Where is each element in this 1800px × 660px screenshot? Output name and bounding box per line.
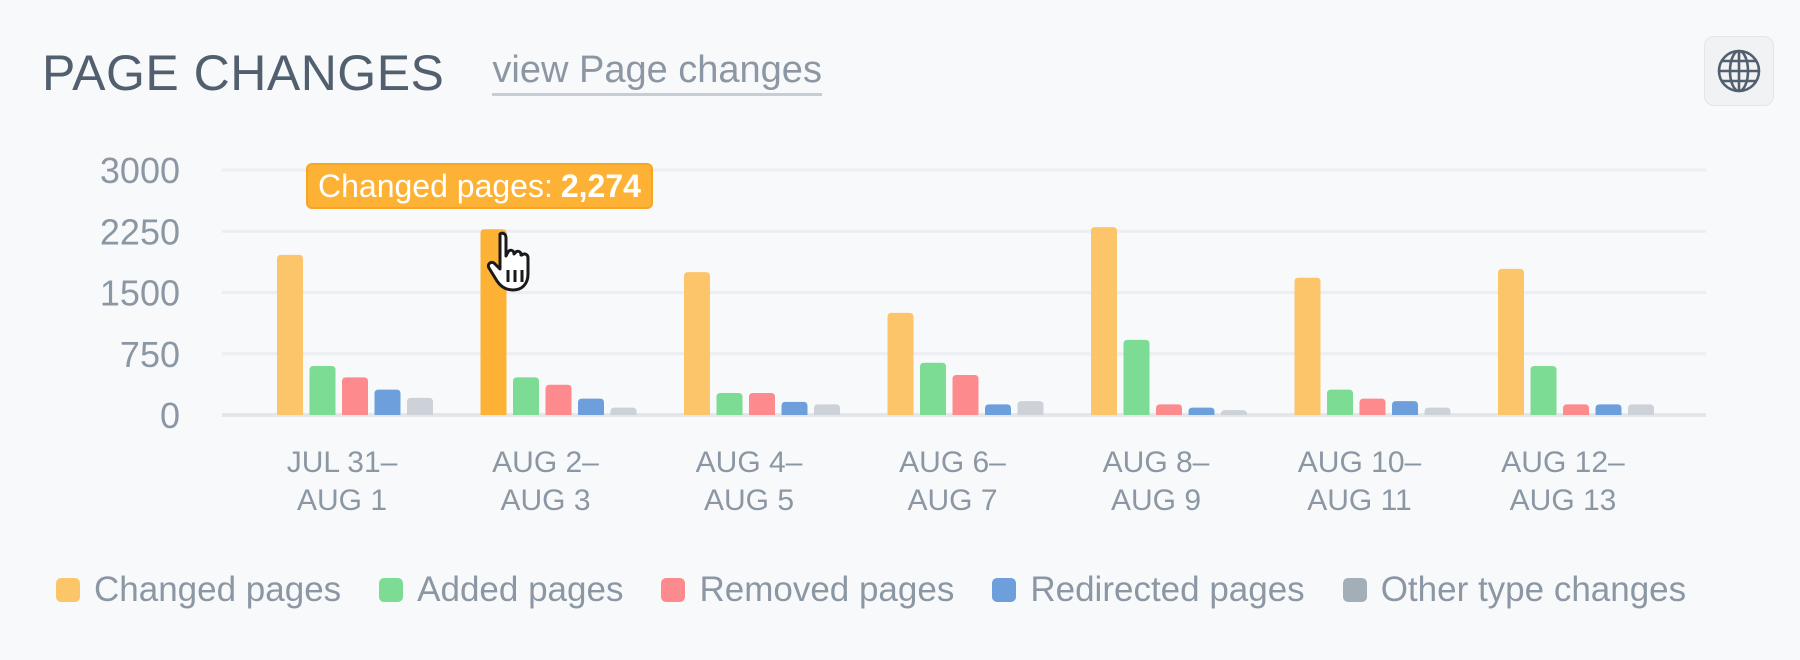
bar-removed-pages-4[interactable] [1156, 404, 1182, 415]
legend-label-removed: Removed pages [699, 570, 955, 609]
bar-other-type-changes-2[interactable] [814, 404, 840, 415]
x-tick-label: AUG 7 [907, 484, 997, 517]
legend-swatch-redirected [992, 578, 1017, 602]
legend-label-changed: Changed pages [94, 570, 342, 609]
bar-removed-pages-2[interactable] [749, 392, 775, 415]
bar-removed-pages-5[interactable] [1359, 398, 1386, 415]
tooltip-label: Changed pages: [318, 167, 553, 204]
bar-redirected-pages-0[interactable] [374, 389, 401, 415]
legend-item-added[interactable]: Added pages [379, 570, 623, 610]
x-tick-label: JUL 31– [287, 446, 398, 479]
legend-swatch-removed [661, 578, 686, 602]
x-tick-label: AUG 1 [297, 484, 387, 517]
x-tick-label: AUG 3 [500, 484, 590, 517]
bar-other-type-changes-0[interactable] [407, 397, 433, 415]
bar-redirected-pages-1[interactable] [578, 398, 604, 415]
bar-changed-pages-4[interactable] [1091, 227, 1117, 415]
x-tick-label: AUG 5 [704, 484, 794, 517]
bar-chart: 0 750 1500 2250 3000 JUL 31– AUG 1 AUG 2– AUG 3… [100, 150, 1706, 517]
legend-label-other: Other type changes [1380, 570, 1687, 609]
y-tick-label: 3000 [100, 150, 180, 191]
bar-removed-pages-6[interactable] [1563, 404, 1589, 415]
bar-redirected-pages-3[interactable] [985, 404, 1011, 415]
x-tick-label: AUG 10– [1298, 446, 1422, 479]
y-tick-label: 1500 [100, 273, 180, 314]
bar-added-pages-5[interactable] [1327, 389, 1353, 415]
legend-label-redirected: Redirected pages [1030, 570, 1305, 609]
bar-other-type-changes-5[interactable] [1424, 407, 1451, 415]
bar-redirected-pages-4[interactable] [1188, 407, 1215, 415]
legend-item-other[interactable]: Other type changes [1342, 570, 1687, 610]
bar-added-pages-6[interactable] [1530, 366, 1557, 415]
bar-removed-pages-0[interactable] [342, 377, 368, 415]
chart-legend: Changed pages Added pages Removed pages … [56, 566, 1686, 614]
hand-pointer-icon [486, 231, 530, 292]
globe-button[interactable] [1704, 36, 1774, 106]
globe-icon [1717, 49, 1761, 93]
bar-changed-pages-5[interactable] [1294, 277, 1321, 415]
x-tick-label: AUG 8– [1103, 446, 1210, 479]
legend-item-redirected[interactable]: Redirected pages [992, 570, 1305, 610]
bar-changed-pages-3[interactable] [887, 312, 914, 415]
bar-other-type-changes-1[interactable] [610, 407, 637, 415]
bar-changed-pages-2[interactable] [684, 272, 710, 415]
bar-added-pages-0[interactable] [309, 366, 336, 415]
x-tick-label: AUG 2– [492, 446, 599, 479]
bar-other-type-changes-3[interactable] [1017, 401, 1044, 415]
x-tick-label: AUG 9 [1111, 484, 1201, 517]
bar-added-pages-4[interactable] [1123, 339, 1150, 415]
bar-redirected-pages-6[interactable] [1595, 404, 1622, 415]
legend-label-added: Added pages [417, 570, 624, 609]
y-tick-label: 750 [120, 334, 180, 375]
y-tick-label: 0 [160, 395, 180, 436]
x-tick-label: AUG 6– [899, 446, 1006, 479]
legend-swatch-other [1342, 578, 1367, 602]
bar-tooltip: Changed pages: 2,274 [306, 163, 653, 209]
bar-changed-pages-0[interactable] [277, 254, 303, 415]
x-tick-label: AUG 4– [696, 446, 803, 479]
y-axis-ticks: 0 750 1500 2250 3000 [100, 150, 180, 436]
page-title: PAGE CHANGES [42, 45, 445, 101]
x-tick-label: AUG 12– [1501, 446, 1625, 479]
chart-header: PAGE CHANGES view Page changes [42, 38, 822, 108]
x-axis-ticks: JUL 31– AUG 1 AUG 2– AUG 3 AUG 4– AUG 5 AUG 6–… [287, 446, 1625, 517]
x-tick-label: AUG 11 [1307, 484, 1412, 517]
tooltip-value: 2,274 [560, 167, 641, 204]
bar-redirected-pages-2[interactable] [781, 401, 808, 415]
x-tick-label: AUG 13 [1510, 484, 1617, 517]
bar-added-pages-2[interactable] [716, 392, 743, 415]
chart-bars [277, 227, 1654, 415]
bar-changed-pages-6[interactable] [1498, 268, 1524, 415]
legend-swatch-added [379, 578, 404, 602]
bar-added-pages-1[interactable] [513, 377, 539, 415]
bar-other-type-changes-6[interactable] [1628, 404, 1654, 415]
bar-added-pages-3[interactable] [920, 362, 946, 415]
bar-redirected-pages-5[interactable] [1392, 401, 1418, 415]
y-tick-label: 2250 [100, 211, 180, 252]
legend-item-changed[interactable]: Changed pages [56, 570, 341, 610]
legend-swatch-changed [56, 578, 80, 602]
legend-item-removed[interactable]: Removed pages [661, 570, 954, 610]
view-page-changes-link[interactable]: view Page changes [492, 49, 822, 97]
bar-removed-pages-3[interactable] [952, 374, 979, 415]
bar-removed-pages-1[interactable] [545, 384, 572, 415]
bar-other-type-changes-4[interactable] [1221, 410, 1247, 415]
